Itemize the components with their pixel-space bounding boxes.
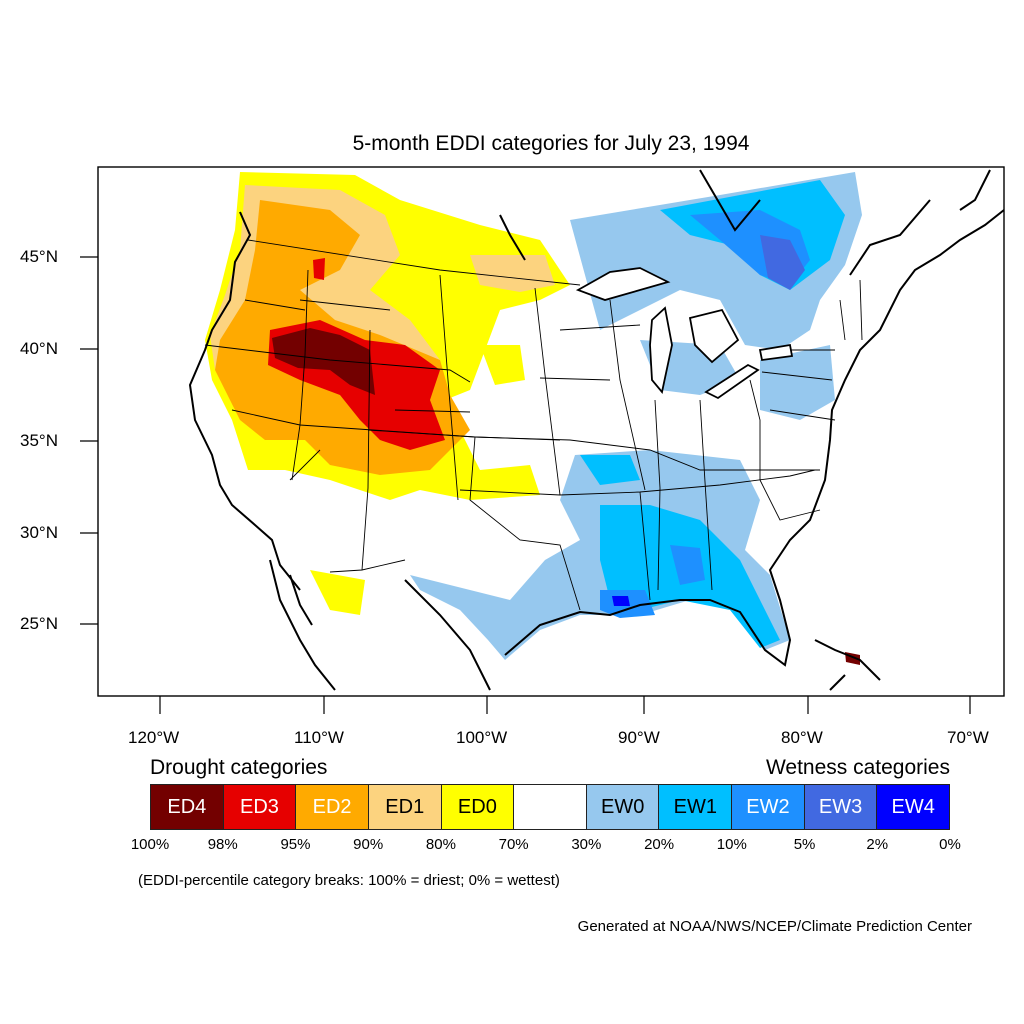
- lon-label: 90°W: [618, 728, 660, 747]
- lon-label: 70°W: [947, 728, 989, 747]
- coastlines: [188, 169, 1004, 691]
- category-note: (EDDI-percentile category breaks: 100% =…: [138, 872, 560, 889]
- lon-label: 110°W: [294, 728, 344, 747]
- wetness-ew3-area: [760, 235, 805, 290]
- wetness-heading: Wetness categories: [765, 756, 950, 779]
- legend-break-label: 0%: [939, 836, 961, 853]
- wetness-ew1-area: [580, 455, 640, 485]
- drought-ed0-area: [310, 570, 365, 615]
- lake-michigan: [649, 306, 673, 394]
- drought-heading: Drought categories: [150, 756, 328, 779]
- axis-ticks: [80, 256, 971, 714]
- legend-break-label: 80%: [425, 836, 456, 853]
- legend-break-label: 5%: [793, 836, 816, 853]
- eddi-map: [80, 166, 1005, 714]
- lon-label: 80°W: [781, 728, 823, 747]
- lat-label: 25°N: [20, 614, 58, 633]
- lat-label: 40°N: [20, 339, 58, 358]
- lat-label: 45°N: [20, 247, 58, 266]
- legend-swatch-ew4: EW4: [877, 785, 950, 829]
- lon-label: 100°W: [456, 728, 508, 747]
- legend-break-label: 10%: [716, 836, 747, 853]
- wetness-ew2-area: [670, 545, 705, 585]
- drought-ed0-area: [480, 345, 525, 385]
- legend-swatch-ew3: EW3: [804, 785, 878, 829]
- credit-text: Generated at NOAA/NWS/NCEP/Climate Predi…: [577, 918, 972, 935]
- lake-ontario: [758, 343, 794, 362]
- legend-swatch-ew0: EW0: [586, 785, 660, 829]
- wetness-ew4-area: [612, 596, 630, 606]
- map-field: [188, 169, 1004, 691]
- legend-break-label: 20%: [644, 836, 675, 853]
- legend-swatch-ed1: ED1: [368, 785, 442, 829]
- legend-swatch-ew1: EW1: [659, 785, 733, 829]
- legend-swatch-ed2: ED2: [296, 785, 369, 829]
- legend-swatch-ew2: EW2: [732, 785, 805, 829]
- lake-huron: [688, 308, 740, 364]
- lake-superior: [575, 267, 671, 301]
- legend-swatch-ed3: ED3: [223, 785, 297, 829]
- map-title: 5-month EDDI categories for July 23, 199…: [352, 132, 750, 155]
- legend-swatch-neutral: [514, 785, 587, 829]
- drought-ed4-area: [272, 328, 375, 395]
- lat-label: 35°N: [20, 431, 58, 450]
- map-frame: [97, 166, 1005, 697]
- legend-break-label: 30%: [571, 836, 602, 853]
- legend-break-label: 98%: [207, 836, 238, 853]
- drought-ed1-area: [470, 255, 555, 292]
- lake-erie: [704, 363, 760, 400]
- legend-break-label: 90%: [353, 836, 384, 853]
- category-legend: ED4 ED3 ED2 ED1 ED0 EW0 EW1 EW2 EW3 EW4: [150, 784, 950, 830]
- drought-ed3-area: [313, 258, 325, 280]
- state-boundaries: [204, 239, 863, 611]
- lat-label: 30°N: [20, 523, 58, 542]
- lon-label: 120°W: [128, 728, 180, 747]
- legend-break-label: 70%: [498, 836, 529, 853]
- legend-break-label: 2%: [866, 836, 889, 853]
- legend-swatch-ed4: ED4: [151, 785, 224, 829]
- legend-break-label: 100%: [130, 836, 170, 853]
- legend-swatch-ed0: ED0: [441, 785, 515, 829]
- wetness-ew0-area: [760, 345, 835, 420]
- legend-break-label: 95%: [280, 836, 311, 853]
